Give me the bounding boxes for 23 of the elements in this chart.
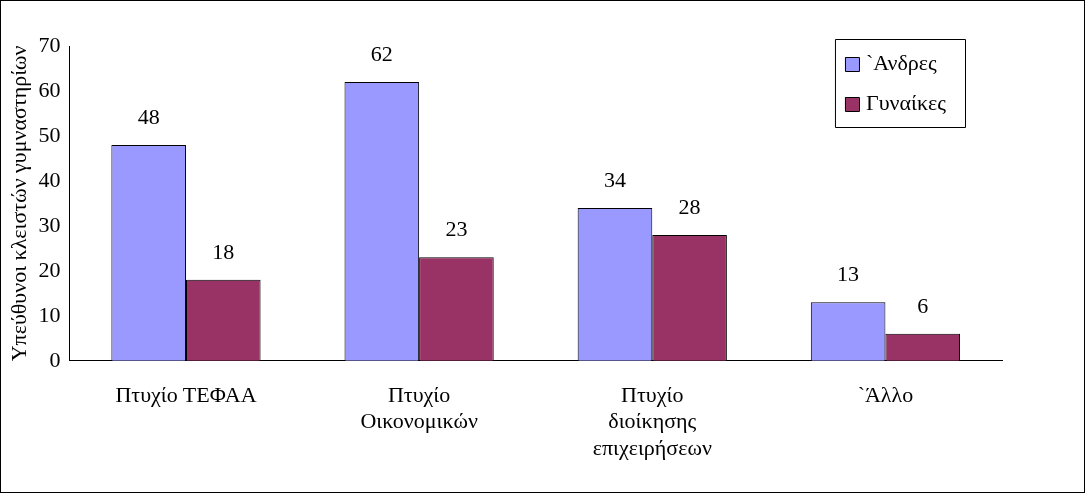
data-label: 6 (917, 292, 929, 318)
x-tick-label: Πτυχίο διοίκησης επιχειρήσεων (592, 381, 712, 460)
data-label: 28 (678, 193, 701, 219)
y-tick-label: 60 (38, 76, 61, 102)
y-tick-label: 10 (38, 301, 61, 327)
data-label: 48 (137, 103, 160, 129)
data-label: 23 (445, 216, 468, 242)
y-tick-label: 30 (38, 211, 61, 237)
data-label: 13 (837, 261, 860, 287)
x-tick-label: `Άλλο (857, 381, 914, 407)
data-label: 34 (603, 166, 626, 192)
x-tick-label: Πτυχίο Οικονομικών (360, 381, 478, 434)
y-tick-label: 0 (49, 346, 61, 372)
y-tick-label: 40 (38, 166, 61, 192)
legend-label: `Ανδρες (865, 49, 938, 75)
y-tick-label: 70 (38, 31, 61, 57)
y-tick-label: 20 (38, 256, 61, 282)
data-label: 62 (370, 40, 393, 66)
data-label: 18 (212, 238, 235, 264)
y-axis-title: Υπεύθυνοι κλειστών γυμναστηρίων (5, 45, 31, 362)
legend-label: Γυναίκες (865, 89, 947, 115)
x-tick-label: Πτυχίο ΤΕΦΑΑ (115, 381, 257, 407)
y-tick-label: 50 (38, 121, 61, 147)
